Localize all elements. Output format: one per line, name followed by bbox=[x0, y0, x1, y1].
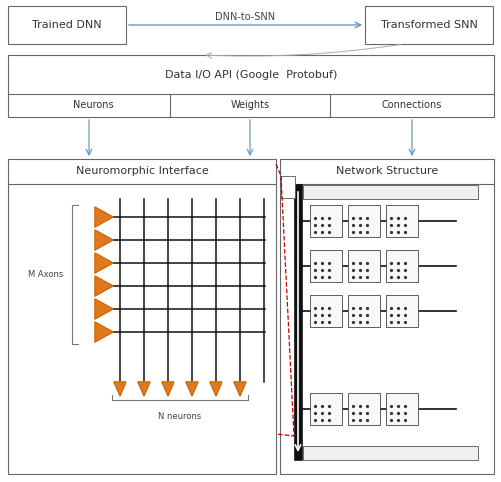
Polygon shape bbox=[138, 382, 150, 396]
Polygon shape bbox=[95, 276, 113, 296]
Bar bbox=[303, 446, 477, 460]
Bar bbox=[347, 205, 379, 237]
Text: Output Generator: Output Generator bbox=[359, 189, 421, 195]
Text: Input: Input bbox=[285, 181, 290, 193]
Bar bbox=[364, 6, 492, 44]
Polygon shape bbox=[233, 382, 245, 396]
Text: Data I/O API (Google  Protobuf): Data I/O API (Google Protobuf) bbox=[164, 69, 337, 80]
Text: Neuromorphic Interface: Neuromorphic Interface bbox=[76, 166, 208, 176]
Text: N neurons: N neurons bbox=[158, 412, 201, 421]
Bar bbox=[347, 250, 379, 282]
Bar bbox=[281, 176, 295, 198]
Bar bbox=[310, 295, 341, 327]
Bar bbox=[385, 250, 417, 282]
Text: Trained DNN: Trained DNN bbox=[32, 20, 102, 30]
Text: Transformed SNN: Transformed SNN bbox=[380, 20, 476, 30]
Polygon shape bbox=[95, 299, 113, 319]
Polygon shape bbox=[95, 230, 113, 250]
Bar bbox=[310, 250, 341, 282]
Polygon shape bbox=[95, 322, 113, 342]
Bar bbox=[385, 393, 417, 425]
Polygon shape bbox=[209, 382, 221, 396]
Bar bbox=[385, 295, 417, 327]
Bar bbox=[294, 184, 302, 460]
Bar bbox=[280, 159, 493, 474]
Text: Weights: Weights bbox=[230, 101, 269, 110]
Bar bbox=[347, 295, 379, 327]
Text: Connections: Connections bbox=[381, 101, 441, 110]
Bar bbox=[347, 393, 379, 425]
Bar bbox=[310, 205, 341, 237]
Polygon shape bbox=[95, 253, 113, 273]
Bar bbox=[303, 185, 477, 199]
Text: Network Structure: Network Structure bbox=[335, 166, 437, 176]
Polygon shape bbox=[186, 382, 197, 396]
Text: Neurons: Neurons bbox=[73, 101, 113, 110]
Polygon shape bbox=[114, 382, 126, 396]
Text: Input Receiver: Input Receiver bbox=[365, 450, 415, 456]
Text: DNN-to-SNN: DNN-to-SNN bbox=[215, 12, 275, 22]
Bar bbox=[8, 159, 276, 474]
Bar bbox=[310, 393, 341, 425]
Polygon shape bbox=[162, 382, 174, 396]
Polygon shape bbox=[95, 207, 113, 227]
Bar bbox=[8, 6, 126, 44]
Bar bbox=[8, 55, 493, 117]
Bar bbox=[385, 205, 417, 237]
Text: M Axons: M Axons bbox=[28, 270, 63, 279]
